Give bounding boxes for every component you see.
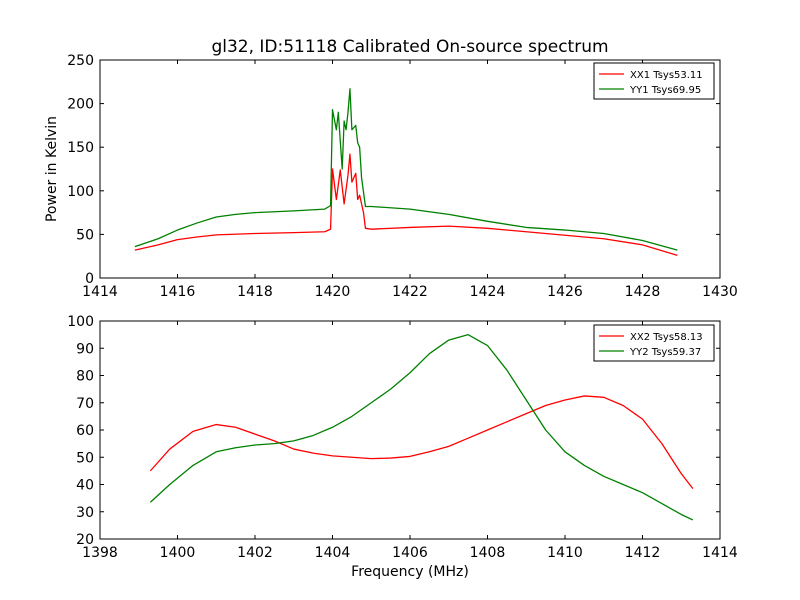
y-tick-label: 250 <box>67 53 94 69</box>
legend: XX1 Tsys53.11 YY1 Tsys69.95 <box>593 62 715 100</box>
y-tick-label: 20 <box>76 532 94 548</box>
legend-box <box>593 62 715 100</box>
x-tick-label: 1400 <box>160 545 196 561</box>
x-axis-label: Frequency (MHz) <box>351 564 469 580</box>
series-line-1-1 <box>134 153 678 256</box>
y-tick-label: 80 <box>76 369 94 385</box>
legend-entry-label: XX1 Tsys53.11 <box>630 70 703 81</box>
series-line-2-1 <box>149 395 694 489</box>
legend-entry-label: YY1 Tsys69.95 <box>629 85 701 96</box>
y-tick-label: 200 <box>67 97 94 113</box>
x-tick-label: 1424 <box>470 284 506 300</box>
series-line-2-2 <box>149 333 694 521</box>
y-tick-label: 100 <box>67 314 94 330</box>
series-line-1-2 <box>134 88 678 251</box>
x-tick-label: 1404 <box>315 545 351 561</box>
y-tick-label: 30 <box>76 505 94 521</box>
x-tick-label: 1422 <box>392 284 428 300</box>
legend: XX2 Tsys58.13 YY2 Tsys59.37 <box>593 324 715 362</box>
y-tick-label: 150 <box>67 140 94 156</box>
legend-box <box>593 324 715 362</box>
plot-panel-1: 1414 1416 1418 1420 1422 1424 1426 1428 1430 0 50 1… <box>44 53 738 300</box>
y-tick-label: 50 <box>76 450 94 466</box>
legend-entry-label: YY2 Tsys59.37 <box>629 347 701 358</box>
y-tick-label: 90 <box>76 341 94 357</box>
y-tick-label: 40 <box>76 478 94 494</box>
y-tick-label: 100 <box>67 184 94 200</box>
x-tick-label: 1408 <box>470 545 506 561</box>
x-tick-label: 1406 <box>392 545 428 561</box>
x-tick-label: 1412 <box>625 545 661 561</box>
x-tick-label: 1410 <box>547 545 583 561</box>
chart-title: gl32, ID:51118 Calibrated On-source spec… <box>211 37 608 57</box>
x-tick-label: 1428 <box>625 284 661 300</box>
legend-entry-label: XX2 Tsys58.13 <box>630 332 703 343</box>
x-tick-label: 1426 <box>547 284 583 300</box>
x-tick-label: 1402 <box>237 545 273 561</box>
x-tick-label: 1398 <box>82 545 118 561</box>
x-tick-label: 1414 <box>702 545 738 561</box>
x-tick-label: 1414 <box>82 284 118 300</box>
y-tick-label: 50 <box>76 227 94 243</box>
plot-panel-2: 1398 1400 1402 1404 1406 1408 1410 1412 1414 20 30… <box>67 314 738 580</box>
x-tick-label: 1418 <box>237 284 273 300</box>
x-tick-label: 1430 <box>702 284 738 300</box>
y-tick-label: 70 <box>76 396 94 412</box>
x-tick-label: 1416 <box>160 284 196 300</box>
y-axis-label: Power in Kelvin <box>44 116 60 222</box>
y-tick-label: 60 <box>76 423 94 439</box>
x-tick-label: 1420 <box>315 284 351 300</box>
y-tick-label: 0 <box>85 271 94 287</box>
